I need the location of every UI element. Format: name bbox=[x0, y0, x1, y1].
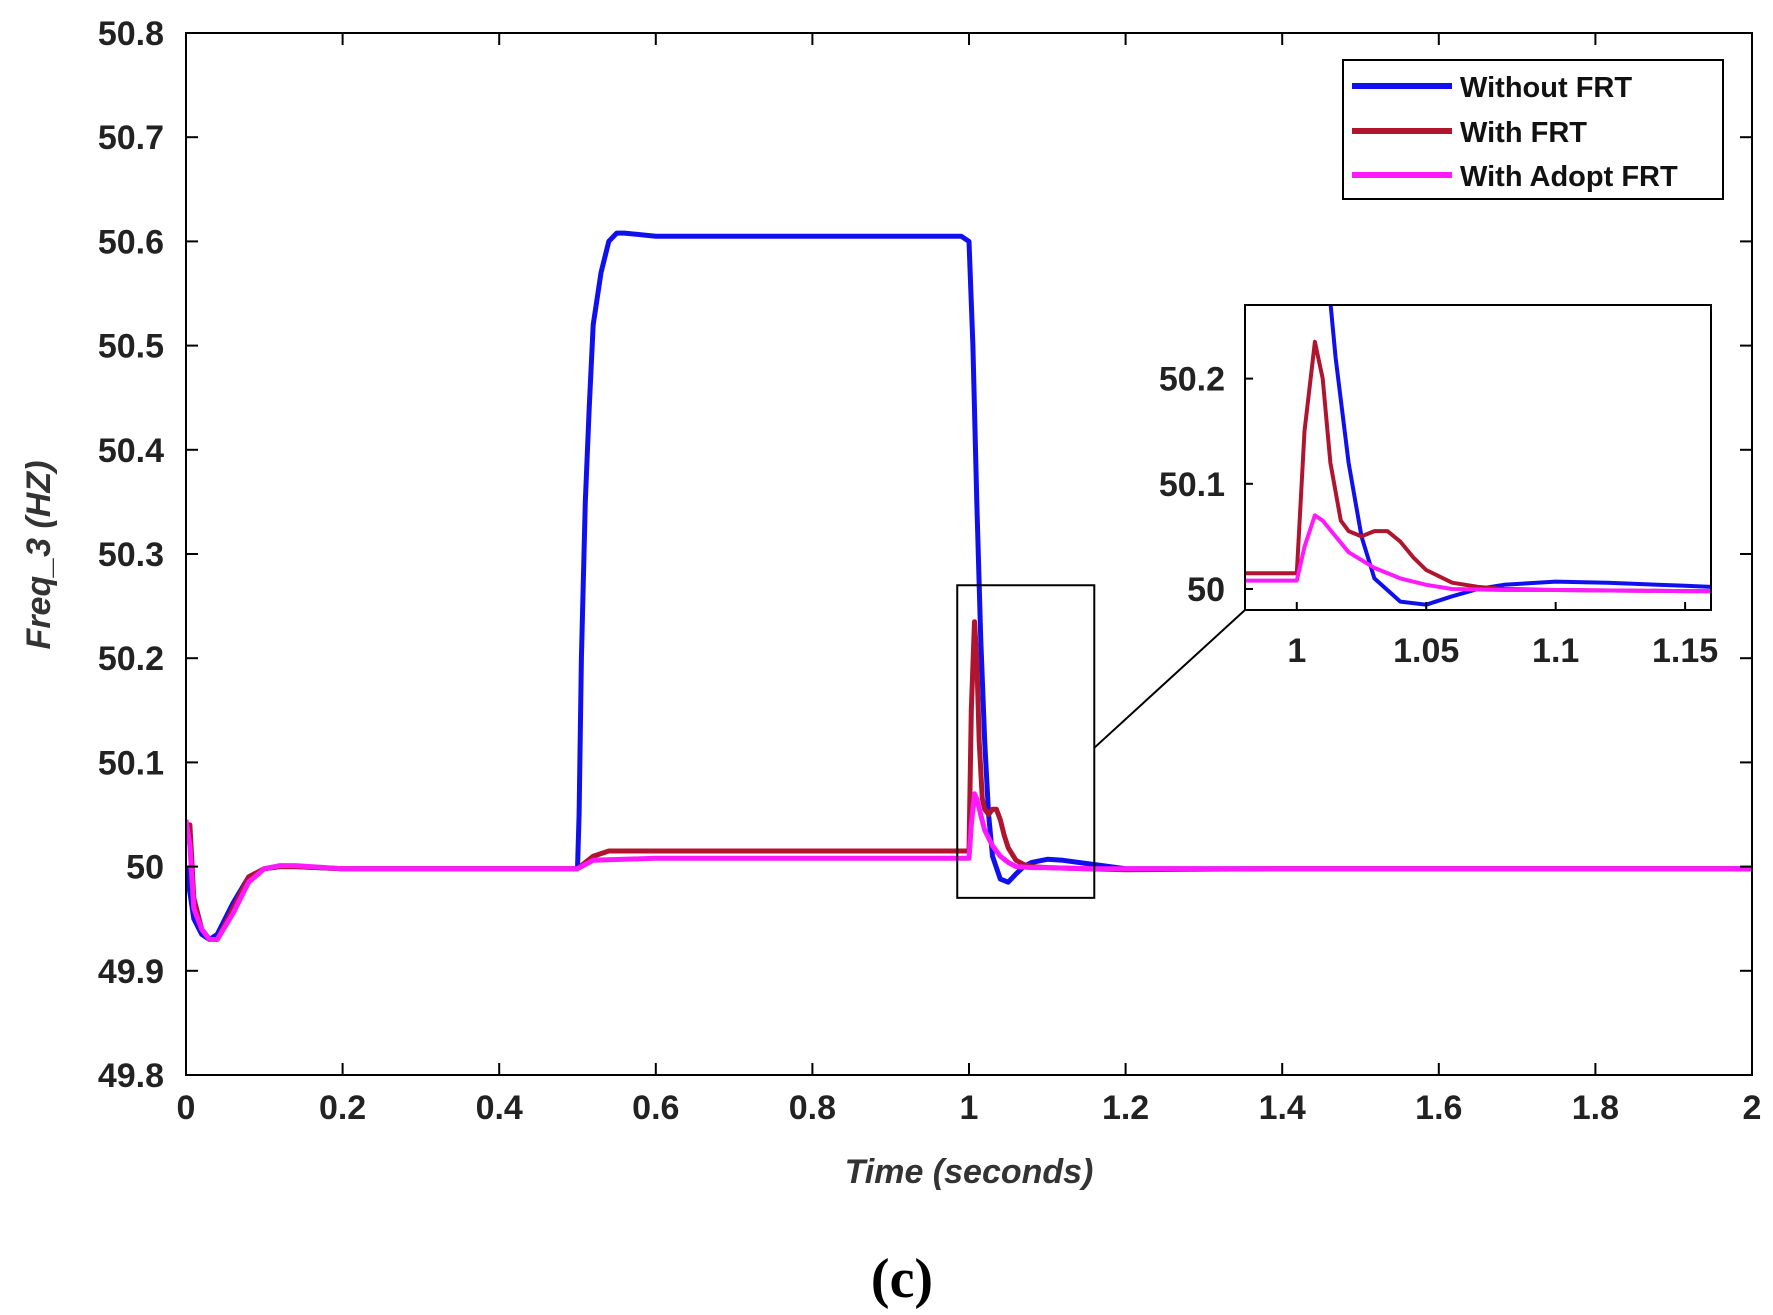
inset-ticks: 1 1.05 1.1 1.15 50 50.1 50.2 bbox=[1159, 361, 1718, 670]
y-tick-label: 50.5 bbox=[98, 328, 164, 366]
main-ticks: 0 0.2 0.4 0.6 0.8 1 1.2 1.4 1.6 1.8 2 49.8 49.9 50 50.… bbox=[98, 15, 1762, 1127]
y-tick-label: 50.7 bbox=[98, 119, 164, 157]
x-tick-label: 1.6 bbox=[1415, 1089, 1462, 1127]
inset-y-tick-label: 50.1 bbox=[1159, 466, 1225, 504]
x-tick-label: 2 bbox=[1743, 1089, 1762, 1127]
legend-label-without-frt: Without FRT bbox=[1460, 72, 1632, 104]
inset-series-line-with-adopt-frt bbox=[1245, 513, 1711, 594]
zoom-connector-line bbox=[1093, 609, 1246, 749]
x-tick-label: 1.2 bbox=[1102, 1089, 1149, 1127]
figure-caption: (c) bbox=[871, 1248, 933, 1310]
inset-y-tick-label: 50 bbox=[1187, 571, 1225, 609]
inset-frame bbox=[1244, 304, 1712, 611]
y-tick-label: 50.4 bbox=[98, 432, 164, 470]
legend-label-with-adopt-frt: With Adopt FRT bbox=[1460, 161, 1678, 193]
zoom-region-box bbox=[956, 584, 1096, 899]
inset-series-group bbox=[1245, 305, 1711, 607]
y-tick-label: 50 bbox=[126, 849, 164, 887]
x-tick-label: 0.6 bbox=[632, 1089, 679, 1127]
y-tick-label: 50.2 bbox=[98, 640, 164, 678]
x-axis-label: Time (seconds) bbox=[845, 1153, 1094, 1191]
x-tick-label: 1 bbox=[960, 1089, 979, 1127]
inset-x-tick-label: 1.1 bbox=[1532, 632, 1579, 670]
inset-y-tick-label: 50.2 bbox=[1159, 361, 1225, 399]
inset-series-line-without-frt bbox=[1328, 305, 1711, 607]
series-line-with-adopt-frt bbox=[186, 791, 1752, 942]
x-tick-label: 0.4 bbox=[476, 1089, 523, 1127]
x-tick-label: 1.4 bbox=[1259, 1089, 1306, 1127]
x-tick-label: 0 bbox=[177, 1089, 196, 1127]
y-axis-label: Freq_3 (HZ) bbox=[20, 461, 58, 650]
inset-x-tick-label: 1.05 bbox=[1393, 632, 1459, 670]
x-tick-label: 0.2 bbox=[319, 1089, 366, 1127]
x-tick-label: 1.8 bbox=[1572, 1089, 1619, 1127]
y-tick-label: 49.8 bbox=[98, 1057, 164, 1095]
y-tick-label: 50.6 bbox=[98, 223, 164, 261]
inset-plot-area bbox=[1245, 305, 1711, 610]
inset-x-tick-label: 1 bbox=[1287, 632, 1306, 670]
y-tick-label: 49.9 bbox=[98, 953, 164, 991]
y-tick-label: 50.1 bbox=[98, 744, 164, 782]
main-series-group bbox=[186, 230, 1752, 942]
y-tick-label: 50.8 bbox=[98, 15, 164, 53]
legend-label-with-frt: With FRT bbox=[1460, 117, 1587, 149]
y-tick-label: 50.3 bbox=[98, 536, 164, 574]
inset-x-tick-label: 1.15 bbox=[1652, 632, 1718, 670]
x-tick-label: 0.8 bbox=[789, 1089, 836, 1127]
legend: Without FRT With FRT With Adopt FRT bbox=[1342, 59, 1724, 200]
